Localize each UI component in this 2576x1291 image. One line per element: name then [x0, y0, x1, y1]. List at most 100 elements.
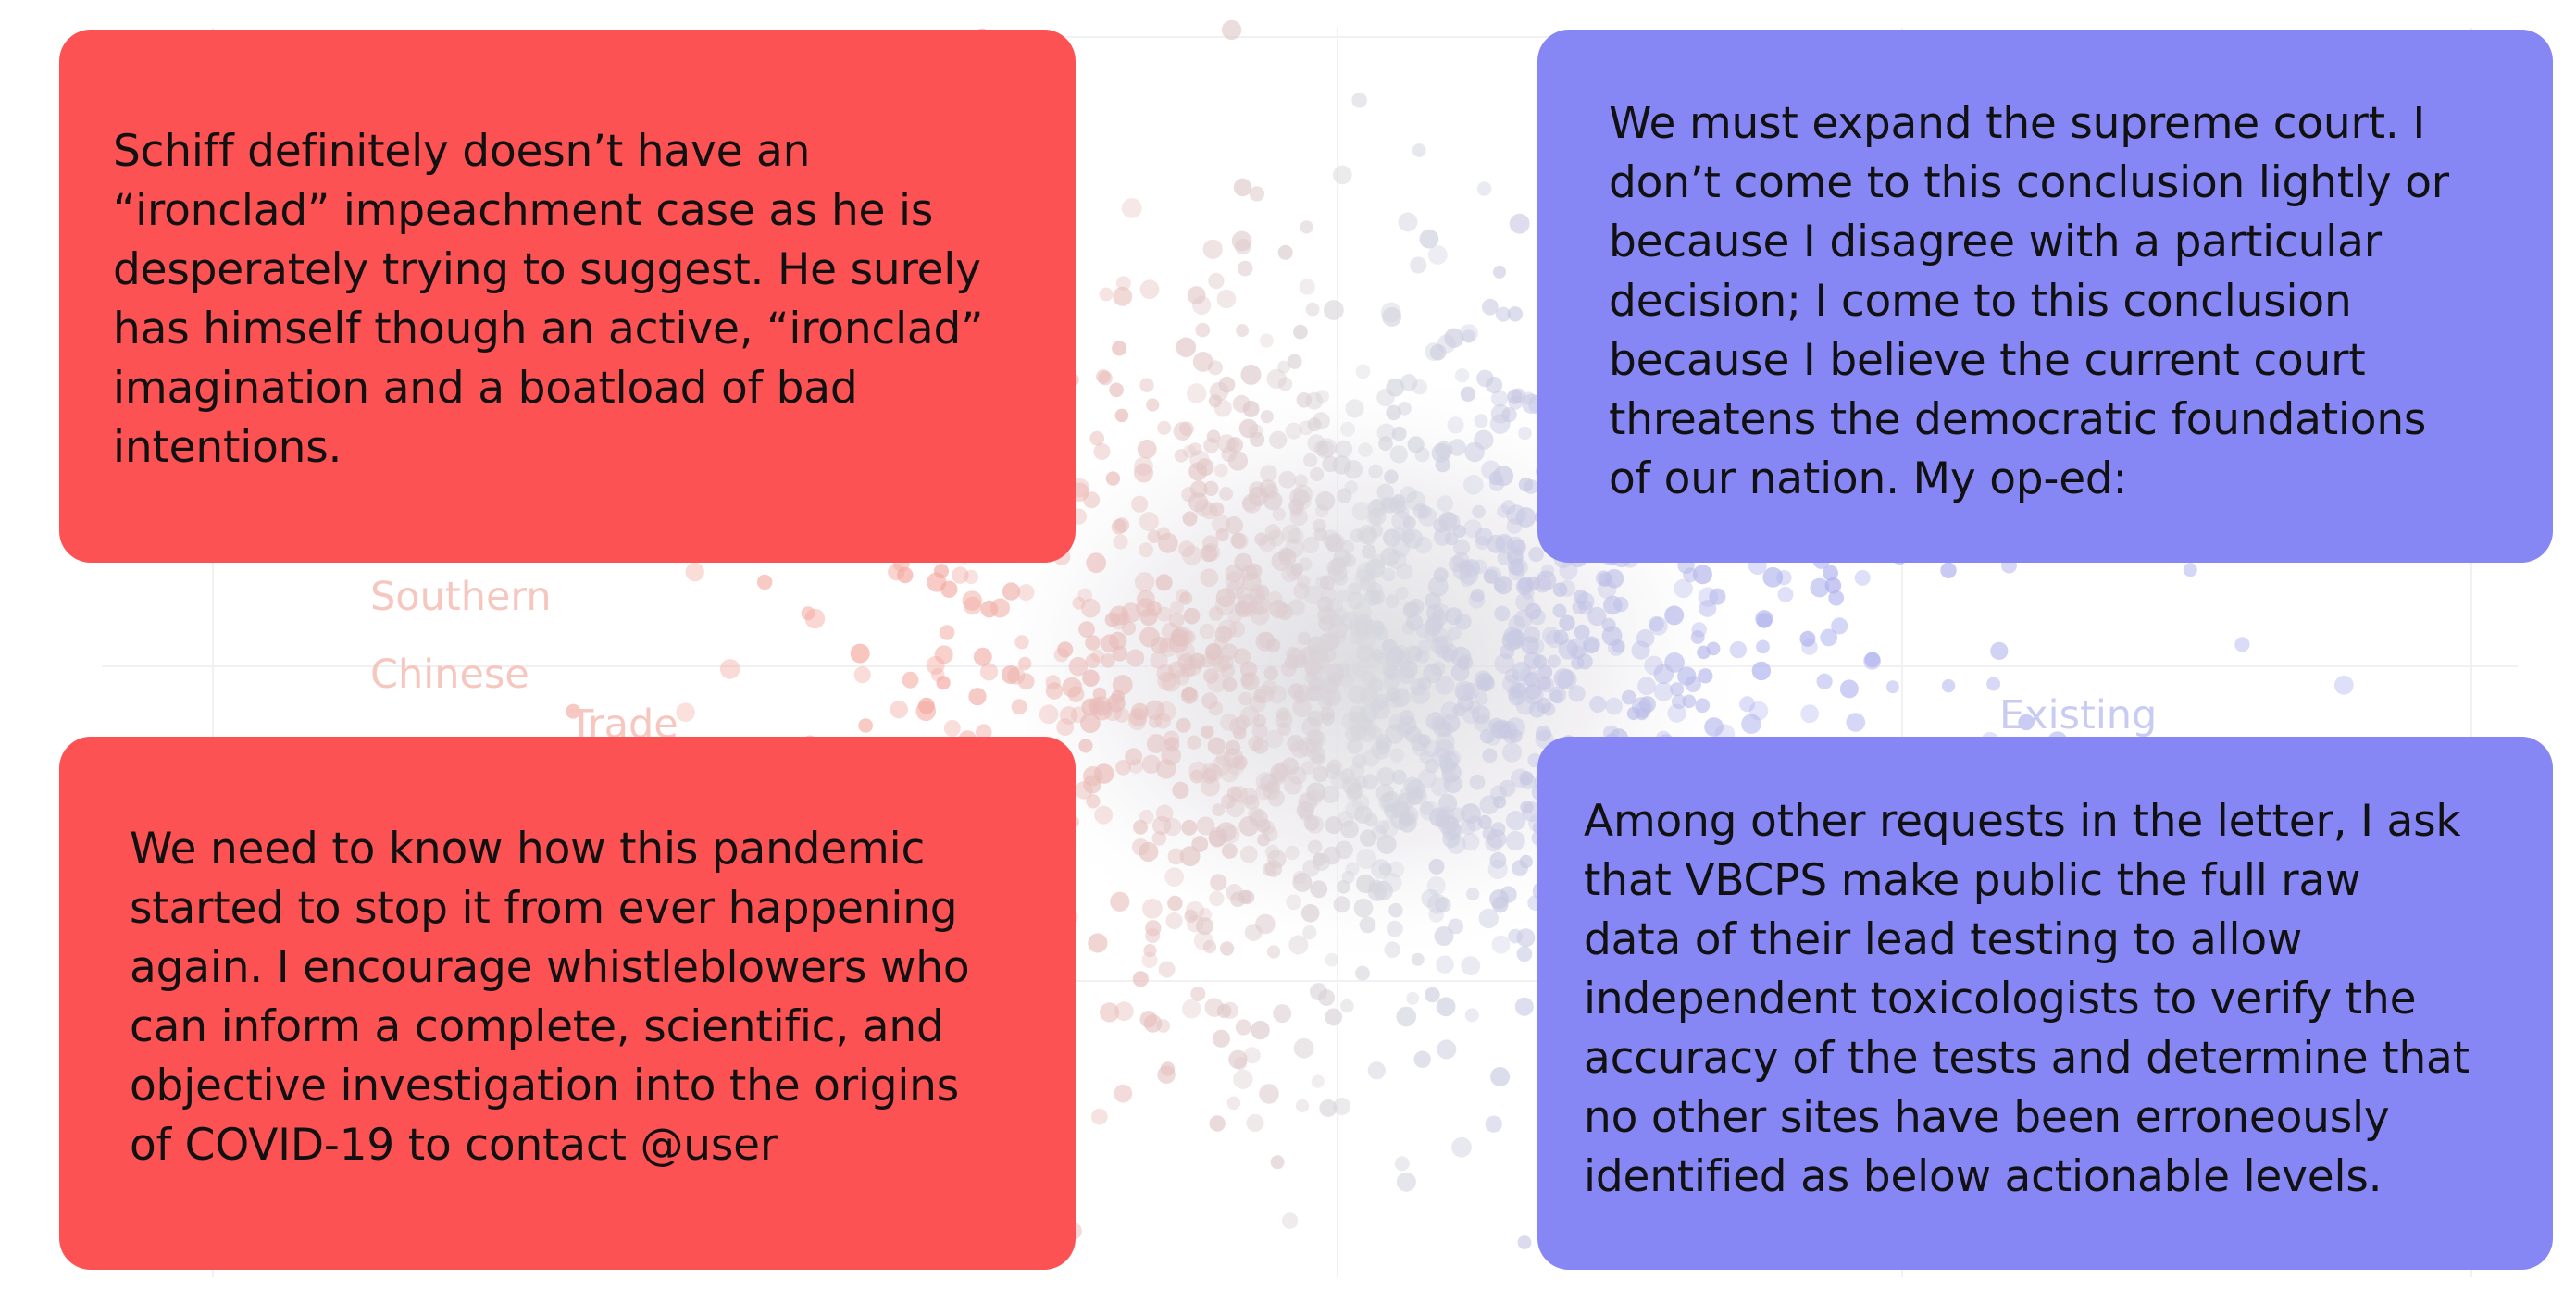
scatter-dot	[1281, 1212, 1299, 1229]
scatter-dot	[1340, 820, 1359, 838]
scatter-dot	[1240, 364, 1262, 385]
scatter-dot	[1519, 854, 1533, 869]
scatter-dot	[1631, 640, 1650, 660]
scatter-dot	[1664, 605, 1685, 626]
scatter-dot	[1445, 607, 1463, 626]
scatter-dot	[1299, 420, 1314, 436]
scatter-dot	[1382, 306, 1402, 327]
scatter-dot	[1587, 606, 1607, 627]
scatter-dot	[1089, 430, 1105, 446]
scatter-dot	[1286, 564, 1302, 580]
scatter-dot	[1173, 627, 1193, 647]
scatter-dot	[1667, 703, 1686, 723]
scatter-dot	[1325, 952, 1338, 967]
scatter-dot	[1371, 648, 1385, 662]
scatter-dot	[1540, 564, 1555, 578]
scatter-dot	[1466, 887, 1480, 901]
scatter-dot	[1293, 1037, 1314, 1059]
scatter-dot	[1187, 383, 1207, 403]
scatter-dot	[936, 676, 951, 690]
scatter-dot	[1709, 588, 1726, 605]
scatter-dot	[1863, 652, 1881, 670]
scatter-dot	[1322, 785, 1340, 804]
scatter-dot	[1303, 814, 1320, 831]
scatter-dot	[1361, 671, 1377, 687]
scatter-dot	[1386, 404, 1401, 421]
scatter-dot	[1205, 643, 1223, 661]
scatter-dot	[1364, 653, 1381, 669]
scatter-dot	[1202, 239, 1223, 259]
scatter-dot	[1233, 178, 1252, 197]
scatter-dot	[1199, 623, 1215, 639]
scatter-dot	[1236, 324, 1250, 338]
scatter-dot	[1495, 306, 1512, 322]
scatter-dot	[1674, 578, 1693, 599]
scatter-dot	[1263, 665, 1278, 681]
scatter-dot	[1156, 664, 1175, 683]
scatter-dot	[1190, 987, 1206, 1001]
scatter-dot	[1345, 800, 1365, 820]
scatter-dot	[1325, 816, 1343, 835]
scatter-dot	[1101, 653, 1115, 668]
scatter-dot	[1111, 518, 1127, 535]
scatter-dot	[1518, 426, 1532, 441]
scatter-dot	[1296, 575, 1311, 589]
scatter-dot	[1325, 1008, 1343, 1026]
scatter-dot	[1846, 713, 1866, 732]
scatter-dot	[1182, 545, 1202, 565]
scatter-dot	[1208, 272, 1225, 290]
scatter-dot	[1057, 641, 1074, 658]
scatter-dot	[1568, 685, 1586, 702]
scatter-dot	[1258, 535, 1276, 552]
scatter-dot	[1121, 621, 1137, 636]
tweet-text: We must expand the supreme court. I don’…	[1609, 98, 2449, 504]
scatter-dot	[1134, 572, 1155, 592]
scatter-dot	[1529, 608, 1546, 626]
scatter-dot	[1128, 708, 1148, 726]
scatter-dot	[1227, 451, 1249, 471]
scatter-dot	[890, 701, 908, 719]
scatter-dot	[1289, 563, 1304, 577]
scatter-dot	[1626, 706, 1640, 721]
scatter-dot	[1235, 714, 1251, 730]
scatter-dot	[1637, 677, 1656, 696]
scatter-dot	[1325, 532, 1345, 553]
scatter-dot	[1337, 488, 1352, 503]
scatter-dot	[1310, 983, 1327, 1001]
scatter-dot	[1519, 771, 1534, 786]
scatter-dot	[1438, 511, 1458, 530]
scatter-dot	[1147, 529, 1162, 543]
scatter-dot	[1690, 630, 1705, 644]
scatter-dot	[1195, 322, 1211, 338]
scatter-dot	[1256, 818, 1271, 833]
scatter-dot	[1463, 519, 1483, 539]
scatter-dot	[1425, 617, 1442, 636]
scatter-dot	[1137, 439, 1157, 459]
scatter-dot	[1501, 500, 1516, 515]
scatter-dot	[1476, 369, 1494, 388]
scatter-dot	[1266, 945, 1281, 959]
scatter-dot	[1155, 804, 1174, 823]
scatter-dot	[1347, 738, 1363, 754]
scatter-dot	[1359, 916, 1376, 934]
scatter-dot	[1398, 212, 1418, 232]
scatter-dot	[1368, 726, 1383, 740]
scatter-dot	[1174, 669, 1190, 686]
scatter-dot	[1355, 364, 1371, 379]
scatter-dot	[1203, 480, 1219, 497]
scatter-dot	[1017, 584, 1035, 602]
scatter-dot	[1670, 682, 1685, 697]
scatter-dot	[1489, 851, 1507, 869]
scatter-dot	[1126, 649, 1145, 667]
scatter-dot	[1553, 629, 1569, 645]
scatter-dot	[1839, 679, 1859, 699]
scatter-dot	[1367, 499, 1387, 518]
scatter-dot	[1263, 490, 1283, 511]
scatter-dot	[1337, 589, 1350, 603]
scatter-dot	[1098, 370, 1113, 386]
scatter-dot	[1431, 443, 1451, 463]
scatter-dot	[1251, 738, 1269, 754]
scatter-dot	[1339, 673, 1355, 688]
scatter-dot	[1537, 676, 1551, 691]
scatter-dot	[1518, 477, 1534, 492]
